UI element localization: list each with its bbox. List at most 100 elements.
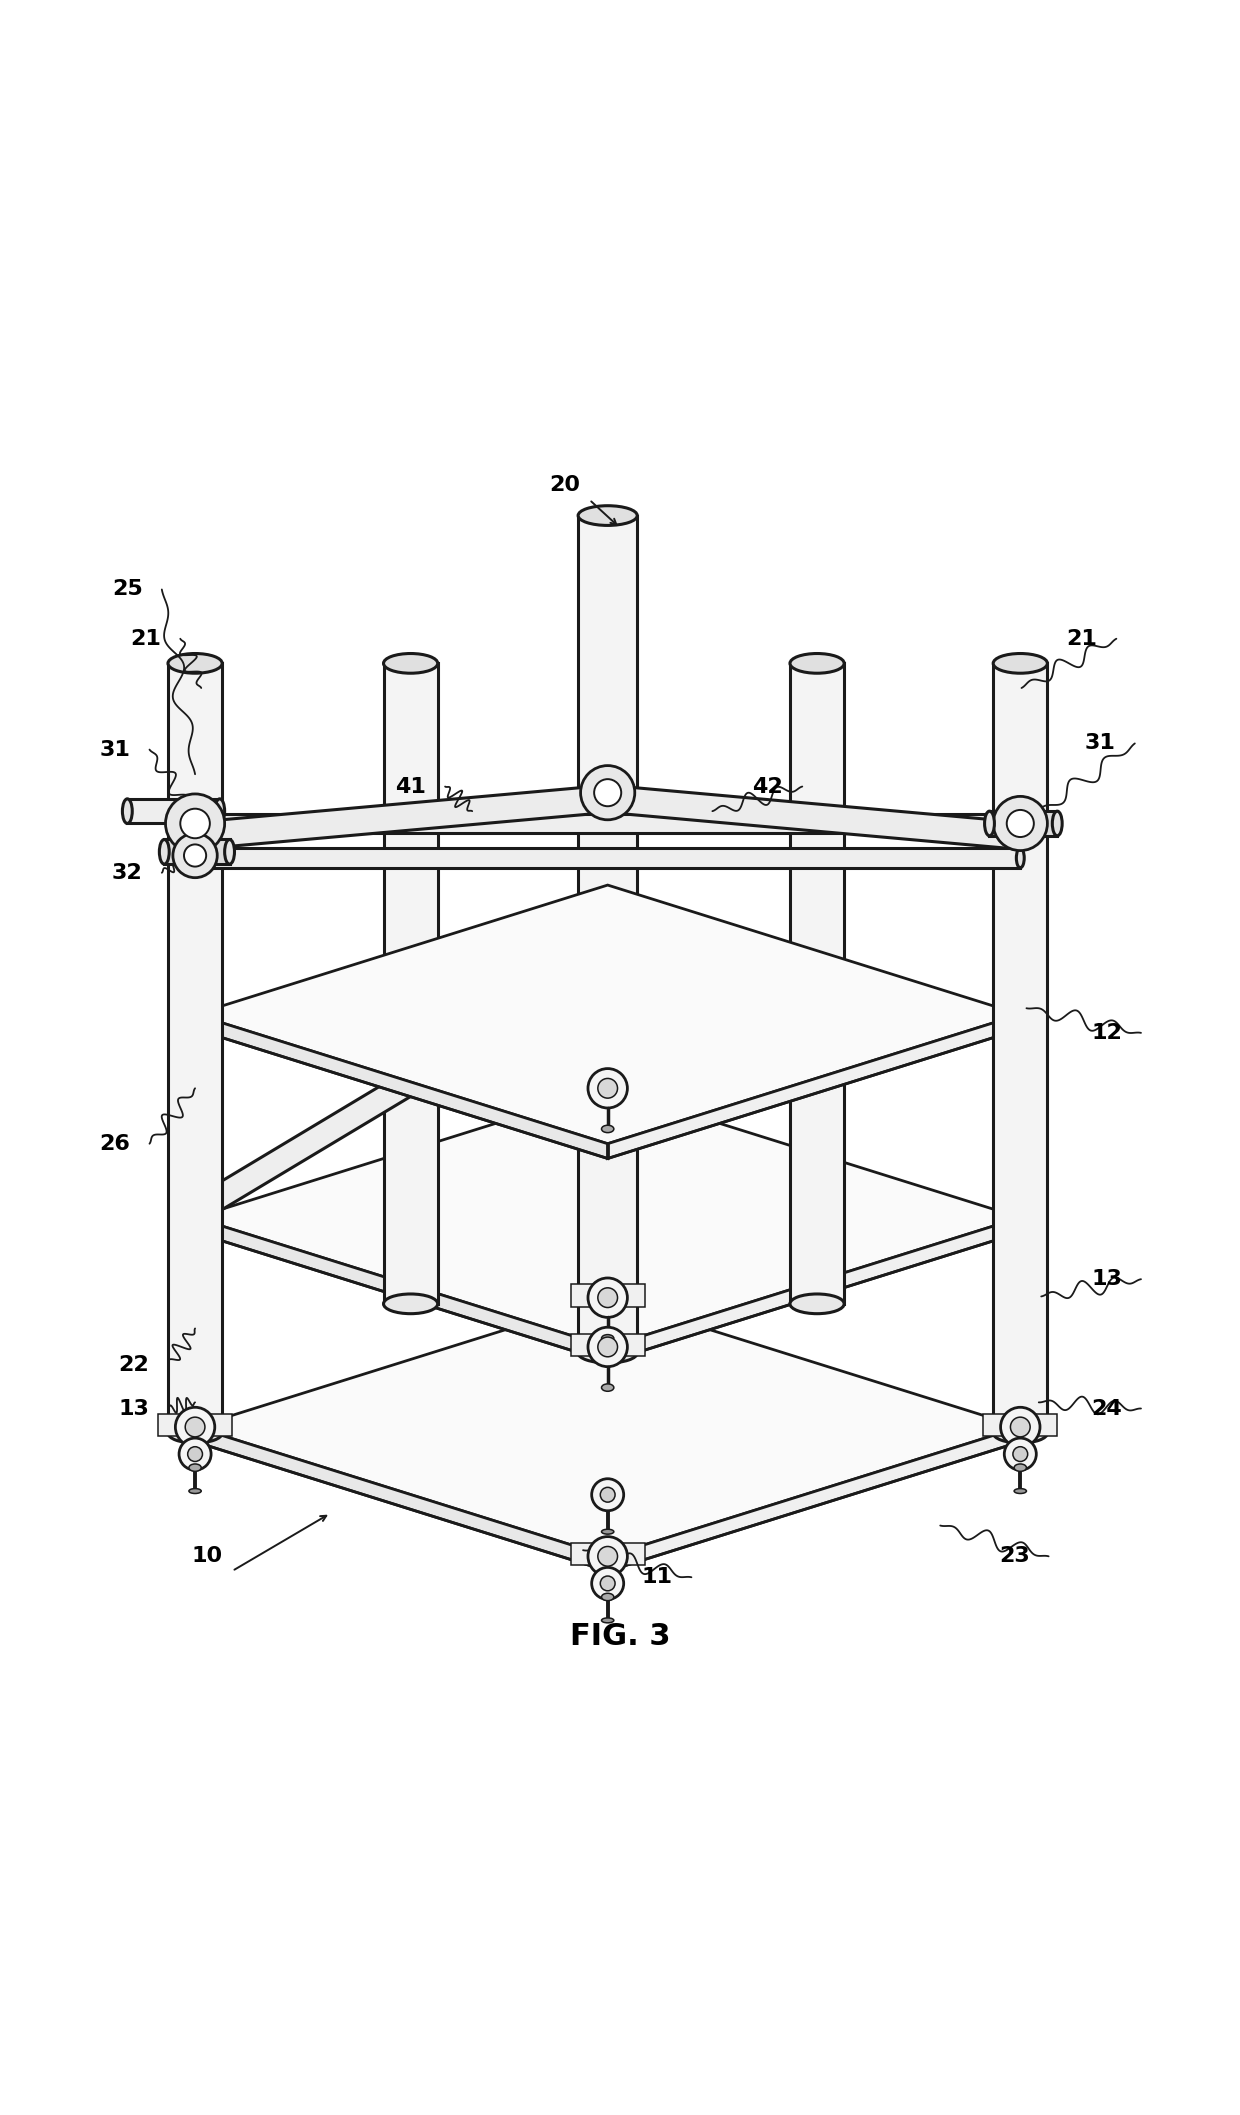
Ellipse shape <box>601 1529 614 1533</box>
Polygon shape <box>195 814 1021 833</box>
Text: 31: 31 <box>1085 734 1116 753</box>
Polygon shape <box>570 1074 645 1098</box>
Ellipse shape <box>578 1343 637 1362</box>
Ellipse shape <box>191 848 198 867</box>
Text: 41: 41 <box>396 776 427 797</box>
Circle shape <box>594 778 621 806</box>
Ellipse shape <box>601 1593 614 1601</box>
Circle shape <box>1001 1406 1040 1447</box>
Polygon shape <box>195 1299 1021 1557</box>
Circle shape <box>588 1538 627 1576</box>
Ellipse shape <box>188 1464 201 1472</box>
Circle shape <box>598 1337 618 1358</box>
Polygon shape <box>195 884 1021 1144</box>
Ellipse shape <box>790 1294 844 1313</box>
Circle shape <box>993 797 1048 850</box>
Polygon shape <box>570 1544 645 1565</box>
Polygon shape <box>164 840 229 865</box>
Circle shape <box>184 844 206 867</box>
Circle shape <box>187 1447 202 1461</box>
Polygon shape <box>608 1218 1021 1362</box>
Ellipse shape <box>167 654 222 673</box>
Text: 42: 42 <box>753 776 784 797</box>
Circle shape <box>1011 1417 1030 1436</box>
Ellipse shape <box>1014 1489 1027 1493</box>
Polygon shape <box>383 664 438 1303</box>
Text: 24: 24 <box>1091 1398 1122 1419</box>
Ellipse shape <box>993 1423 1048 1442</box>
Text: 20: 20 <box>549 474 580 495</box>
Ellipse shape <box>190 823 201 850</box>
Ellipse shape <box>383 654 438 673</box>
Ellipse shape <box>1014 823 1025 850</box>
Text: 13: 13 <box>1091 1269 1122 1290</box>
Circle shape <box>600 1576 615 1590</box>
Polygon shape <box>188 1072 417 1222</box>
Circle shape <box>165 793 224 852</box>
Text: 23: 23 <box>998 1546 1029 1567</box>
Ellipse shape <box>603 785 613 812</box>
Circle shape <box>591 1478 624 1510</box>
Ellipse shape <box>190 1199 200 1225</box>
Polygon shape <box>167 664 222 1434</box>
Polygon shape <box>195 1428 608 1571</box>
Ellipse shape <box>985 812 994 835</box>
Text: 31: 31 <box>99 740 130 759</box>
Circle shape <box>600 1487 615 1502</box>
Circle shape <box>172 833 217 878</box>
Text: 21: 21 <box>130 628 161 649</box>
Polygon shape <box>570 1284 645 1307</box>
Polygon shape <box>195 1218 608 1362</box>
Circle shape <box>588 1328 627 1366</box>
Text: FIG. 3: FIG. 3 <box>569 1622 671 1652</box>
Circle shape <box>1007 810 1034 838</box>
Ellipse shape <box>1017 814 1024 833</box>
Polygon shape <box>606 785 1022 850</box>
Ellipse shape <box>1017 848 1024 867</box>
Circle shape <box>179 1438 211 1470</box>
Circle shape <box>588 1277 627 1318</box>
Circle shape <box>185 1417 205 1436</box>
Polygon shape <box>193 785 609 850</box>
Text: 25: 25 <box>112 580 143 599</box>
Ellipse shape <box>224 840 234 865</box>
Text: 11: 11 <box>641 1567 672 1586</box>
Polygon shape <box>608 1015 1021 1159</box>
Circle shape <box>598 1079 618 1098</box>
Polygon shape <box>993 664 1048 1434</box>
Text: 26: 26 <box>99 1134 130 1153</box>
Text: 21: 21 <box>1066 628 1097 649</box>
Text: 12: 12 <box>1091 1024 1122 1043</box>
Text: 13: 13 <box>118 1398 149 1419</box>
Ellipse shape <box>603 785 613 812</box>
Polygon shape <box>570 1335 645 1356</box>
Circle shape <box>180 808 210 838</box>
Ellipse shape <box>160 840 169 865</box>
Polygon shape <box>128 799 219 823</box>
Ellipse shape <box>383 1294 438 1313</box>
Ellipse shape <box>167 1423 222 1442</box>
Polygon shape <box>159 1413 232 1436</box>
Circle shape <box>1013 1447 1028 1461</box>
Polygon shape <box>195 1089 1021 1347</box>
Ellipse shape <box>601 1618 614 1622</box>
Circle shape <box>1004 1438 1037 1470</box>
Text: 10: 10 <box>192 1546 223 1567</box>
Ellipse shape <box>1014 1464 1027 1472</box>
Ellipse shape <box>601 1335 614 1343</box>
Circle shape <box>580 766 635 821</box>
Circle shape <box>598 1546 618 1567</box>
Circle shape <box>591 1567 624 1599</box>
Ellipse shape <box>601 1125 614 1134</box>
Polygon shape <box>983 1413 1058 1436</box>
Ellipse shape <box>790 654 844 673</box>
Ellipse shape <box>191 814 198 833</box>
Ellipse shape <box>188 1489 201 1493</box>
Circle shape <box>588 1068 627 1108</box>
Ellipse shape <box>601 1383 614 1392</box>
Ellipse shape <box>215 799 224 823</box>
Ellipse shape <box>993 654 1048 673</box>
Polygon shape <box>990 812 1058 835</box>
Circle shape <box>175 1406 215 1447</box>
Polygon shape <box>608 1428 1021 1571</box>
